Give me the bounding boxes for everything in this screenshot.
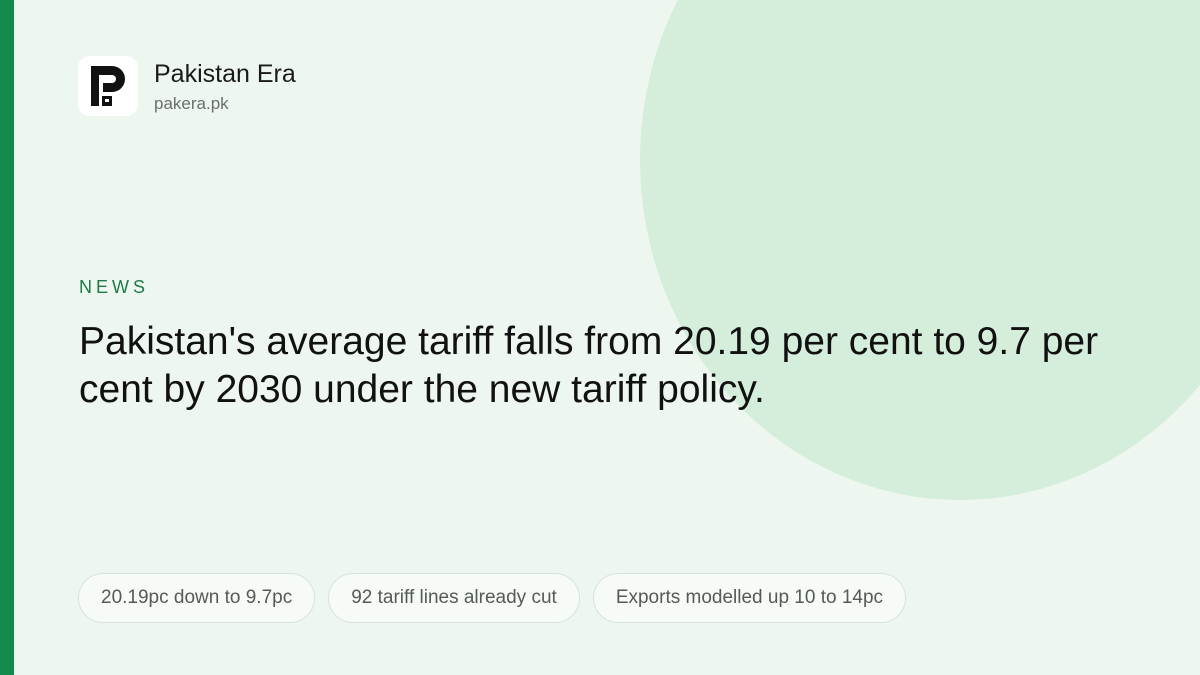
tag: Exports modelled up 10 to 14pc [592,573,907,623]
headline: Pakistan's average tariff falls from 20.… [79,320,1099,411]
brand-name: Pakistan Era [154,60,296,88]
logo-mark [91,66,125,106]
tag-list: 20.19pc down to 9.7pc 92 tariff lines al… [78,573,907,623]
brand-domain: pakera.pk [154,94,229,113]
logo [78,56,138,116]
tag: 92 tariff lines already cut [328,573,580,623]
decor-circle [640,0,1200,500]
tag: 20.19pc down to 9.7pc [78,573,316,623]
category-label: NEWS [79,277,149,297]
accent-bar [0,0,14,675]
